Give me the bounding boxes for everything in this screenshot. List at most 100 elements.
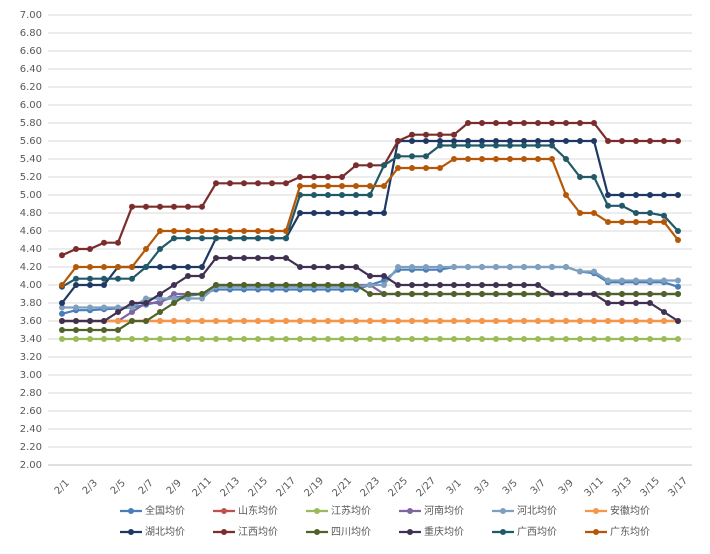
legend-label: 河南均价 [424, 504, 464, 517]
y-tick-label: 5.60 [20, 136, 42, 147]
data-point [465, 318, 471, 324]
data-point [437, 142, 443, 149]
data-point [563, 291, 569, 297]
data-point [185, 264, 191, 270]
legend-marker [593, 508, 599, 514]
data-point [647, 318, 653, 324]
data-point [367, 183, 373, 189]
data-point [87, 264, 93, 270]
data-point [395, 282, 401, 288]
data-point [157, 318, 163, 324]
legend-marker [128, 508, 134, 514]
data-point [297, 210, 303, 216]
data-point [283, 255, 289, 261]
data-point [353, 183, 359, 189]
data-point [493, 318, 499, 324]
data-point [633, 138, 639, 144]
data-point [451, 156, 457, 162]
data-point [661, 318, 667, 324]
data-point [605, 277, 611, 284]
data-point [157, 336, 163, 342]
data-point [269, 282, 275, 288]
data-point [283, 282, 289, 288]
data-point [647, 192, 653, 198]
x-tick-label: 2/9 [165, 478, 184, 497]
data-point [115, 336, 121, 342]
data-point [451, 138, 457, 144]
data-point [171, 318, 177, 324]
data-point [605, 291, 611, 297]
y-tick-label: 2.80 [20, 388, 42, 399]
x-tick-label: 2/7 [137, 478, 156, 497]
data-point [437, 131, 443, 138]
data-point [157, 246, 163, 252]
data-point [633, 300, 639, 306]
data-point [619, 202, 625, 209]
data-point [73, 275, 79, 282]
data-point [395, 336, 401, 342]
data-point [465, 264, 471, 270]
data-point [479, 142, 485, 149]
data-point [87, 282, 93, 288]
legend-label: 广西均价 [517, 526, 557, 538]
data-point [535, 120, 541, 126]
legend-label: 河北均价 [517, 505, 557, 517]
legend-label: 江西均价 [238, 526, 278, 538]
y-tick-label: 4.20 [20, 262, 42, 273]
data-point [381, 183, 387, 189]
data-point [213, 282, 219, 288]
data-point [591, 120, 597, 126]
data-point [199, 235, 205, 242]
data-point [353, 192, 359, 198]
data-point [675, 237, 681, 243]
data-point [227, 180, 233, 187]
y-tick-label: 6.00 [20, 100, 42, 111]
data-point [535, 138, 541, 144]
data-point [577, 336, 583, 342]
data-point [227, 318, 233, 324]
y-tick-label: 5.40 [20, 154, 42, 165]
data-point [143, 318, 149, 324]
x-tick-label: 2/11 [191, 476, 215, 500]
data-point [451, 318, 457, 324]
data-point [493, 282, 499, 288]
data-point [171, 282, 177, 288]
data-point [675, 336, 681, 342]
data-point [101, 239, 107, 246]
data-point [185, 336, 191, 342]
data-point [395, 153, 401, 160]
x-tick-label: 3/5 [501, 478, 520, 497]
data-point [367, 318, 373, 324]
data-point [269, 255, 275, 261]
data-point [115, 327, 121, 333]
data-point [661, 277, 667, 284]
data-point [591, 318, 597, 324]
data-point [283, 318, 289, 324]
data-point [633, 336, 639, 342]
data-point [521, 264, 527, 270]
data-point [339, 282, 345, 288]
data-point [241, 318, 247, 324]
data-point [675, 228, 681, 234]
data-point [395, 138, 401, 144]
data-point [143, 336, 149, 342]
data-point [549, 336, 555, 342]
y-tick-label: 3.00 [20, 370, 42, 381]
data-point [605, 138, 611, 144]
data-point [507, 291, 513, 297]
data-point [465, 120, 471, 126]
data-point [521, 142, 527, 149]
data-point [115, 239, 121, 246]
data-point [451, 282, 457, 288]
data-point [619, 192, 625, 198]
data-point [563, 120, 569, 126]
legend-label: 重庆均价 [424, 525, 464, 538]
data-point [591, 291, 597, 297]
legend-label: 安徽均价 [610, 504, 650, 517]
legend-marker [221, 529, 227, 535]
data-point [647, 138, 653, 144]
data-point [283, 235, 289, 242]
data-point [661, 192, 667, 198]
x-tick-label: 2/17 [275, 476, 299, 500]
data-point [171, 336, 177, 342]
